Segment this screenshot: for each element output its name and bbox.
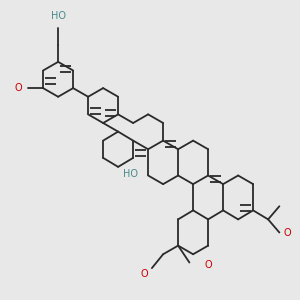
Text: O: O bbox=[14, 83, 22, 93]
Text: O: O bbox=[283, 227, 291, 238]
Text: HO: HO bbox=[123, 169, 138, 179]
Text: O: O bbox=[204, 260, 212, 270]
Text: O: O bbox=[140, 269, 148, 279]
Text: HO: HO bbox=[51, 11, 66, 21]
